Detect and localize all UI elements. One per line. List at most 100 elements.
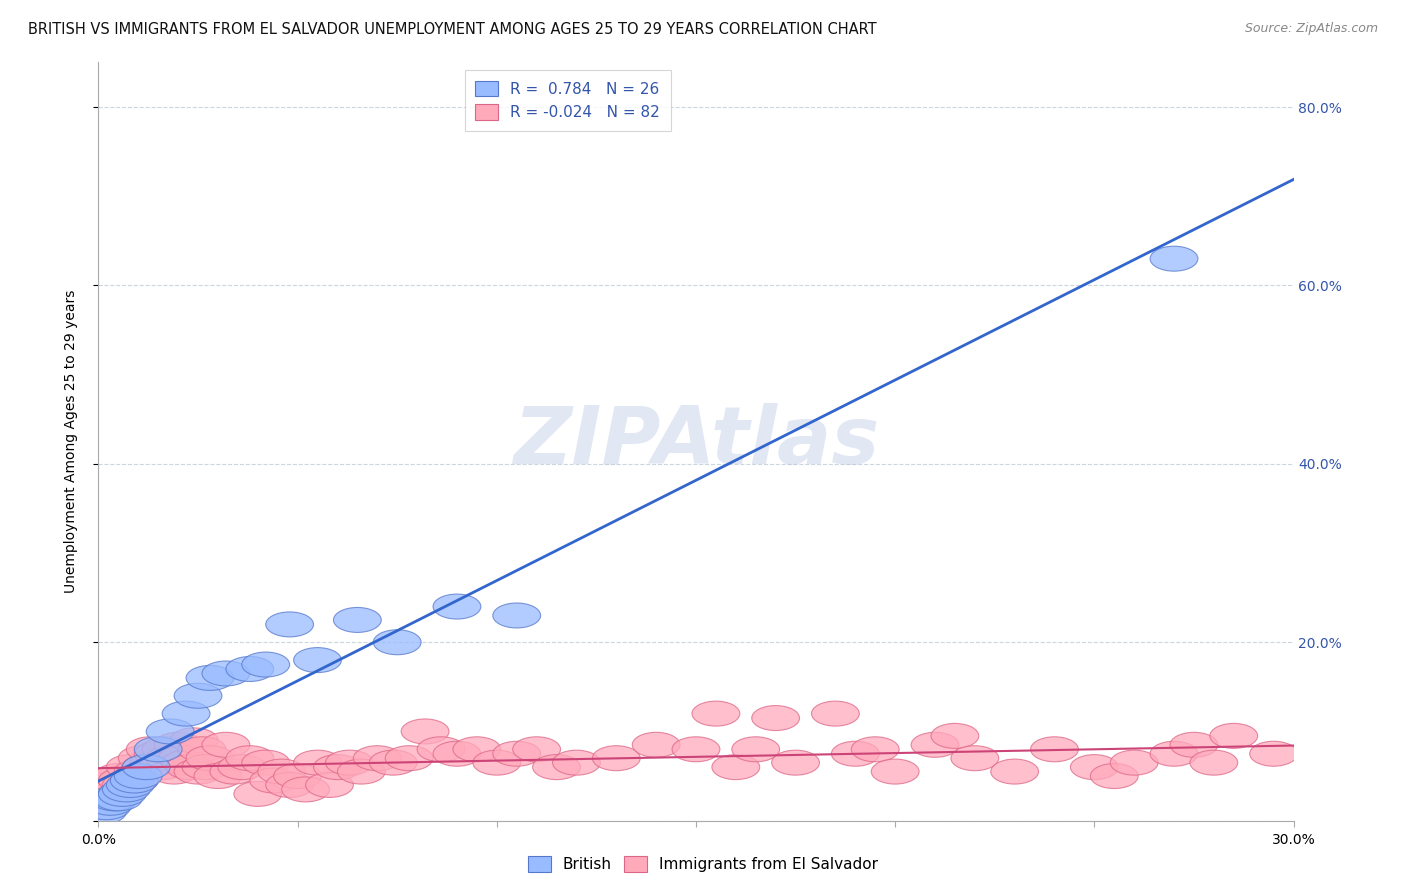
Ellipse shape	[370, 750, 418, 775]
Ellipse shape	[87, 768, 135, 793]
Text: BRITISH VS IMMIGRANTS FROM EL SALVADOR UNEMPLOYMENT AMONG AGES 25 TO 29 YEARS CO: BRITISH VS IMMIGRANTS FROM EL SALVADOR U…	[28, 22, 877, 37]
Ellipse shape	[711, 755, 759, 780]
Ellipse shape	[94, 786, 142, 811]
Ellipse shape	[1111, 750, 1159, 775]
Ellipse shape	[911, 732, 959, 757]
Ellipse shape	[294, 648, 342, 673]
Ellipse shape	[333, 607, 381, 632]
Ellipse shape	[79, 777, 127, 802]
Text: ZIPAtlas: ZIPAtlas	[513, 402, 879, 481]
Ellipse shape	[752, 706, 800, 731]
Ellipse shape	[592, 746, 640, 771]
Ellipse shape	[305, 772, 353, 797]
Ellipse shape	[266, 772, 314, 797]
Ellipse shape	[83, 772, 131, 797]
Ellipse shape	[314, 755, 361, 780]
Ellipse shape	[122, 755, 170, 780]
Ellipse shape	[111, 768, 159, 793]
Ellipse shape	[186, 665, 233, 690]
Ellipse shape	[494, 741, 541, 766]
Ellipse shape	[183, 755, 231, 780]
Ellipse shape	[337, 759, 385, 784]
Ellipse shape	[453, 737, 501, 762]
Ellipse shape	[242, 750, 290, 775]
Ellipse shape	[202, 661, 250, 686]
Ellipse shape	[159, 746, 207, 771]
Ellipse shape	[98, 768, 146, 793]
Ellipse shape	[111, 768, 159, 793]
Ellipse shape	[931, 723, 979, 748]
Ellipse shape	[166, 755, 214, 780]
Ellipse shape	[274, 764, 322, 789]
Ellipse shape	[90, 777, 138, 802]
Ellipse shape	[79, 799, 127, 824]
Ellipse shape	[852, 737, 900, 762]
Ellipse shape	[118, 746, 166, 771]
Ellipse shape	[1170, 732, 1218, 757]
Ellipse shape	[950, 746, 998, 771]
Ellipse shape	[87, 790, 135, 815]
Ellipse shape	[186, 746, 233, 771]
Ellipse shape	[127, 737, 174, 762]
Ellipse shape	[533, 755, 581, 780]
Ellipse shape	[1150, 246, 1198, 271]
Ellipse shape	[138, 755, 186, 780]
Ellipse shape	[103, 777, 150, 802]
Ellipse shape	[294, 750, 342, 775]
Ellipse shape	[226, 657, 274, 681]
Ellipse shape	[418, 737, 465, 762]
Legend: R =  0.784   N = 26, R = -0.024   N = 82: R = 0.784 N = 26, R = -0.024 N = 82	[464, 70, 671, 131]
Ellipse shape	[135, 737, 183, 762]
Ellipse shape	[1070, 755, 1118, 780]
Ellipse shape	[257, 759, 305, 784]
Ellipse shape	[150, 759, 198, 784]
Ellipse shape	[281, 777, 329, 802]
Ellipse shape	[174, 683, 222, 708]
Ellipse shape	[107, 755, 155, 780]
Ellipse shape	[131, 750, 179, 775]
Ellipse shape	[162, 750, 209, 775]
Ellipse shape	[1209, 723, 1258, 748]
Ellipse shape	[242, 652, 290, 677]
Ellipse shape	[146, 719, 194, 744]
Ellipse shape	[513, 737, 561, 762]
Ellipse shape	[250, 768, 298, 793]
Ellipse shape	[374, 630, 422, 655]
Ellipse shape	[1250, 741, 1298, 766]
Ellipse shape	[831, 741, 879, 766]
Ellipse shape	[194, 764, 242, 789]
Ellipse shape	[90, 786, 138, 811]
Ellipse shape	[1189, 750, 1237, 775]
Ellipse shape	[353, 746, 401, 771]
Ellipse shape	[114, 764, 162, 789]
Ellipse shape	[1150, 741, 1198, 766]
Ellipse shape	[146, 746, 194, 771]
Ellipse shape	[135, 741, 183, 766]
Ellipse shape	[991, 759, 1039, 784]
Ellipse shape	[1091, 764, 1139, 789]
Ellipse shape	[433, 594, 481, 619]
Ellipse shape	[226, 746, 274, 771]
Ellipse shape	[811, 701, 859, 726]
Ellipse shape	[633, 732, 681, 757]
Ellipse shape	[733, 737, 780, 762]
Ellipse shape	[433, 741, 481, 766]
Ellipse shape	[174, 759, 222, 784]
Ellipse shape	[1031, 737, 1078, 762]
Y-axis label: Unemployment Among Ages 25 to 29 years: Unemployment Among Ages 25 to 29 years	[63, 290, 77, 593]
Ellipse shape	[114, 759, 162, 784]
Ellipse shape	[122, 755, 170, 780]
Ellipse shape	[326, 750, 374, 775]
Ellipse shape	[142, 737, 190, 762]
Ellipse shape	[155, 732, 202, 757]
Ellipse shape	[233, 781, 281, 806]
Ellipse shape	[692, 701, 740, 726]
Ellipse shape	[94, 764, 142, 789]
Ellipse shape	[218, 755, 266, 780]
Ellipse shape	[872, 759, 920, 784]
Ellipse shape	[103, 772, 150, 797]
Legend: British, Immigrants from El Salvador: British, Immigrants from El Salvador	[520, 848, 886, 880]
Ellipse shape	[83, 795, 131, 820]
Ellipse shape	[266, 612, 314, 637]
Ellipse shape	[401, 719, 449, 744]
